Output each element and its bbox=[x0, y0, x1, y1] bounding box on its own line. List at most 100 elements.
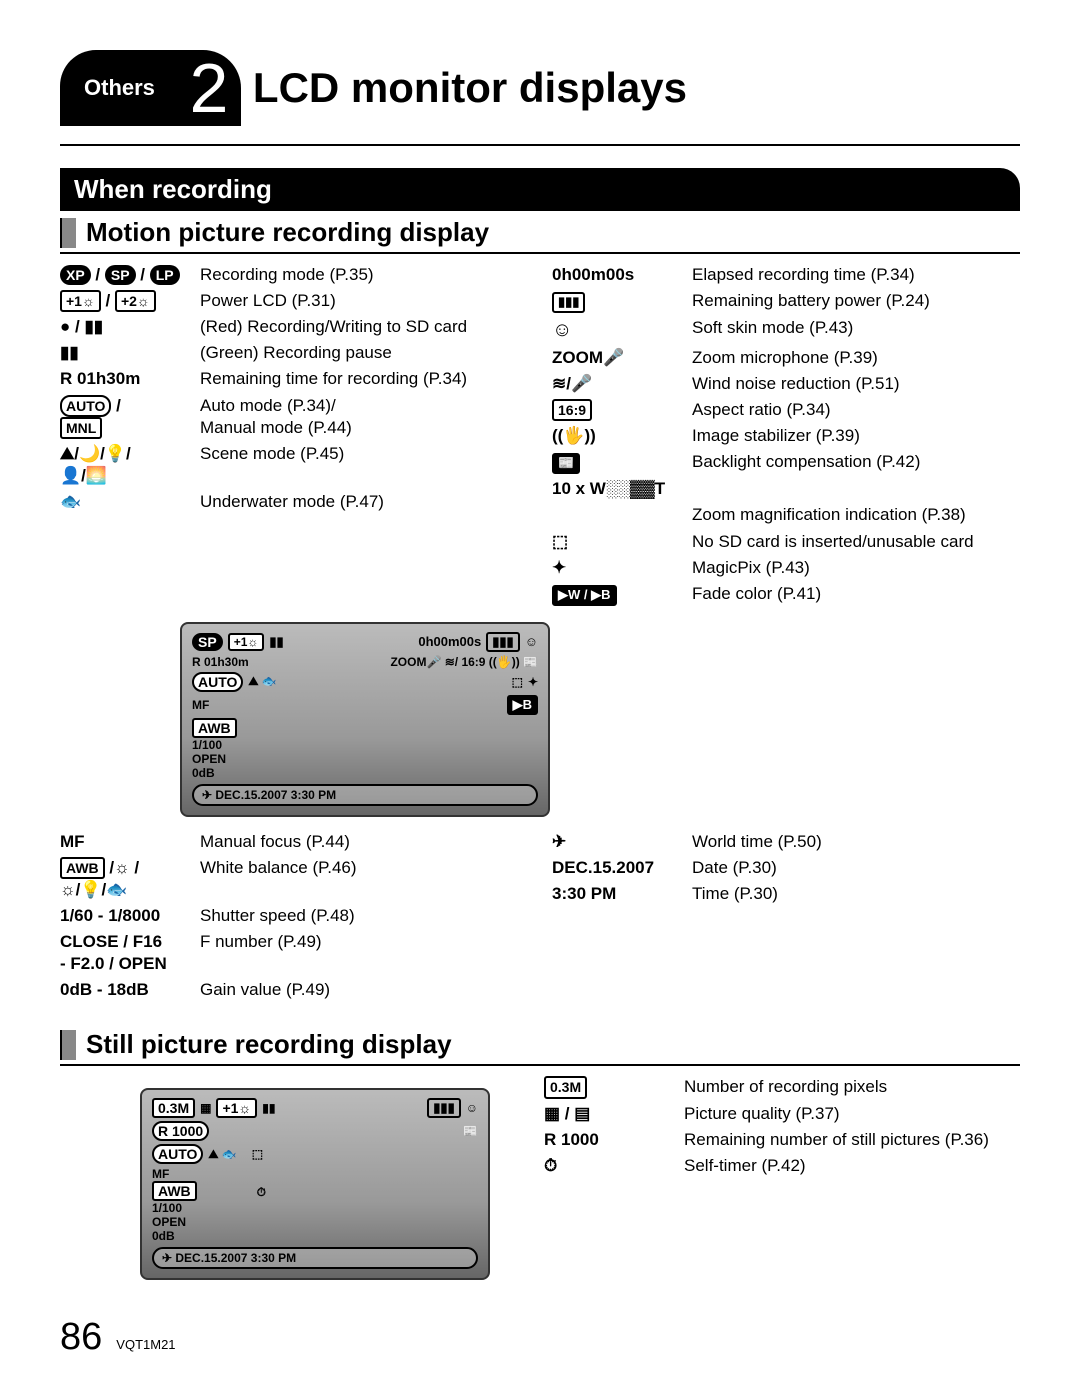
legend-desc: Manual focus (P.44) bbox=[200, 831, 528, 853]
chapter-header: Others 2 LCD monitor displays bbox=[60, 50, 1020, 126]
legend-icon: ⏱ bbox=[544, 1155, 684, 1177]
legend-desc: Picture quality (P.37) bbox=[684, 1103, 1020, 1125]
legend-icon: ▮▮▮ bbox=[552, 290, 692, 313]
legend-icon: ZOOM🎤 bbox=[552, 347, 692, 369]
section-tab: Others bbox=[60, 50, 177, 126]
legend-desc: Backlight compensation (P.42) bbox=[692, 451, 1020, 474]
legend-desc: Power LCD (P.31) bbox=[200, 290, 528, 312]
legend-icon: R 01h30m bbox=[60, 368, 200, 390]
legend-icon: ⬚ bbox=[552, 531, 692, 553]
legend-desc: (Red) Recording/Writing to SD card bbox=[200, 316, 528, 338]
legend-desc: Aspect ratio (P.34) bbox=[692, 399, 1020, 421]
legend-icon: ▮▮ bbox=[60, 342, 200, 364]
legend-row: ⏱Self-timer (P.42) bbox=[544, 1155, 1020, 1177]
legend-row: ▶W / ▶BFade color (P.41) bbox=[552, 583, 1020, 606]
legend-row: ⛰/🌙/💡/👤/🌅Scene mode (P.45) bbox=[60, 443, 528, 487]
legend-desc: Zoom microphone (P.39) bbox=[692, 347, 1020, 369]
still-grid: 0.3M ▦ +1☼ ▮▮ ▮▮▮ ☺ R 1000 📰 AUTO⛰ 🐟 ⬚ M… bbox=[60, 1076, 1020, 1294]
legend-row: ▮▮▮Remaining battery power (P.24) bbox=[552, 290, 1020, 313]
legend-icon: MF bbox=[60, 831, 200, 853]
legend-row: CLOSE / F16- F2.0 / OPENF number (P.49) bbox=[60, 931, 528, 975]
legend-icon: ✈ bbox=[552, 831, 692, 853]
legend-row: 0dB - 18dBGain value (P.49) bbox=[60, 979, 528, 1001]
legend-desc: Soft skin mode (P.43) bbox=[692, 317, 1020, 343]
legend-icon: 1/60 - 1/8000 bbox=[60, 905, 200, 927]
legend-icon: 16:9 bbox=[552, 399, 692, 421]
legend-row: +1☼ / +2☼Power LCD (P.31) bbox=[60, 290, 528, 312]
legend-desc: World time (P.50) bbox=[692, 831, 1020, 853]
zoom-desc: Zoom magnification indication (P.38) bbox=[692, 504, 1020, 526]
legend-icon: +1☼ / +2☼ bbox=[60, 290, 200, 312]
legend-grid: XP / SP / LPRecording mode (P.35)+1☼ / +… bbox=[60, 264, 1020, 610]
legend-row: 16:9Aspect ratio (P.34) bbox=[552, 399, 1020, 421]
subsection-title: Still picture recording display bbox=[86, 1029, 452, 1060]
legend-row: 1/60 - 1/8000Shutter speed (P.48) bbox=[60, 905, 528, 927]
legend-row: 🐟Underwater mode (P.47) bbox=[60, 491, 528, 513]
divider bbox=[60, 144, 1020, 146]
legend-icon: 📰 bbox=[552, 451, 692, 474]
legend-desc: (Green) Recording pause bbox=[200, 342, 528, 364]
legend-row: 0.3MNumber of recording pixels bbox=[544, 1076, 1020, 1098]
legend-icon: XP / SP / LP bbox=[60, 264, 200, 286]
legend-desc: Self-timer (P.42) bbox=[684, 1155, 1020, 1177]
elapsed-time-icon: 0h00m00s bbox=[552, 265, 634, 284]
lcd-preview-motion: SP +1☼ ▮▮ 0h00m00s ▮▮▮ ☺ R 01h30m ZOOM🎤 … bbox=[180, 622, 550, 817]
date-desc: Date (P.30) bbox=[692, 857, 1020, 879]
subsection-header: Motion picture recording display bbox=[60, 217, 1020, 254]
legend-row: ✦MagicPix (P.43) bbox=[552, 557, 1020, 579]
legend-icon: CLOSE / F16- F2.0 / OPEN bbox=[60, 931, 200, 975]
legend-desc: Gain value (P.49) bbox=[200, 979, 528, 1001]
legend-icon: AWB /☼ /☼/💡/🐟 bbox=[60, 857, 200, 901]
legend-desc: Shutter speed (P.48) bbox=[200, 905, 528, 927]
legend-row: ((🖐))Image stabilizer (P.39) bbox=[552, 425, 1020, 447]
page-number: 86 bbox=[60, 1316, 102, 1359]
legend-row: ≋/🎤Wind noise reduction (P.51) bbox=[552, 373, 1020, 395]
legend-row: MFManual focus (P.44) bbox=[60, 831, 528, 853]
legend-row: AWB /☼ /☼/💡/🐟White balance (P.46) bbox=[60, 857, 528, 901]
chapter-number: 2 bbox=[177, 50, 241, 126]
legend-row: 📰Backlight compensation (P.42) bbox=[552, 451, 1020, 474]
legend-row: ✈World time (P.50) bbox=[552, 831, 1020, 853]
legend-desc: Fade color (P.41) bbox=[692, 583, 1020, 606]
legend-icon: ▦ / ▤ bbox=[544, 1103, 684, 1125]
legend-desc: No SD card is inserted/unusable card bbox=[692, 531, 1020, 553]
legend-icon: ≋/🎤 bbox=[552, 373, 692, 395]
legend-row: XP / SP / LPRecording mode (P.35) bbox=[60, 264, 528, 286]
legend-desc: MagicPix (P.43) bbox=[692, 557, 1020, 579]
legend-desc: Underwater mode (P.47) bbox=[200, 491, 528, 513]
time-desc: Time (P.30) bbox=[692, 883, 1020, 905]
legend-desc: Recording mode (P.35) bbox=[200, 264, 528, 286]
legend-icon: 0dB - 18dB bbox=[60, 979, 200, 1001]
elapsed-time-desc: Elapsed recording time (P.34) bbox=[692, 264, 1020, 286]
legend-row: ▦ / ▤Picture quality (P.37) bbox=[544, 1103, 1020, 1125]
lcd-preview-still: 0.3M ▦ +1☼ ▮▮ ▮▮▮ ☺ R 1000 📰 AUTO⛰ 🐟 ⬚ M… bbox=[140, 1088, 490, 1280]
legend-row: ▮▮(Green) Recording pause bbox=[60, 342, 528, 364]
legend-desc: Remaining time for recording (P.34) bbox=[200, 368, 528, 390]
legend-desc: Wind noise reduction (P.51) bbox=[692, 373, 1020, 395]
legend-desc: Remaining number of still pictures (P.36… bbox=[684, 1129, 1020, 1151]
legend-icon: 0.3M bbox=[544, 1076, 684, 1098]
legend-desc: F number (P.49) bbox=[200, 931, 528, 975]
legend-row: R 01h30mRemaining time for recording (P.… bbox=[60, 368, 528, 390]
legend-icon: ● / ▮▮ bbox=[60, 316, 200, 338]
legend-grid-2: MFManual focus (P.44)AWB /☼ /☼/💡/🐟White … bbox=[60, 831, 1020, 1006]
legend-desc: Number of recording pixels bbox=[684, 1076, 1020, 1098]
legend-row: ⬚No SD card is inserted/unusable card bbox=[552, 531, 1020, 553]
section-title: When recording bbox=[60, 168, 1020, 211]
legend-icon: ⛰/🌙/💡/👤/🌅 bbox=[60, 443, 200, 487]
chapter-title: LCD monitor displays bbox=[253, 50, 1020, 126]
legend-icon: AUTO /MNL bbox=[60, 395, 200, 439]
legend-icon: R 1000 bbox=[544, 1129, 684, 1151]
legend-icon: 🐟 bbox=[60, 491, 200, 513]
legend-desc: Auto mode (P.34)/Manual mode (P.44) bbox=[200, 395, 528, 439]
legend-desc: Remaining battery power (P.24) bbox=[692, 290, 1020, 313]
legend-desc: White balance (P.46) bbox=[200, 857, 528, 901]
legend-row: ☺Soft skin mode (P.43) bbox=[552, 317, 1020, 343]
date-label: DEC.15.2007 bbox=[552, 858, 654, 877]
doc-code: VQT1M21 bbox=[116, 1337, 175, 1352]
legend-icon: ✦ bbox=[552, 557, 692, 579]
legend-desc: Image stabilizer (P.39) bbox=[692, 425, 1020, 447]
subsection-title: Motion picture recording display bbox=[86, 217, 489, 248]
legend-icon: ▶W / ▶B bbox=[552, 583, 692, 606]
legend-icon: ☺ bbox=[552, 317, 692, 343]
